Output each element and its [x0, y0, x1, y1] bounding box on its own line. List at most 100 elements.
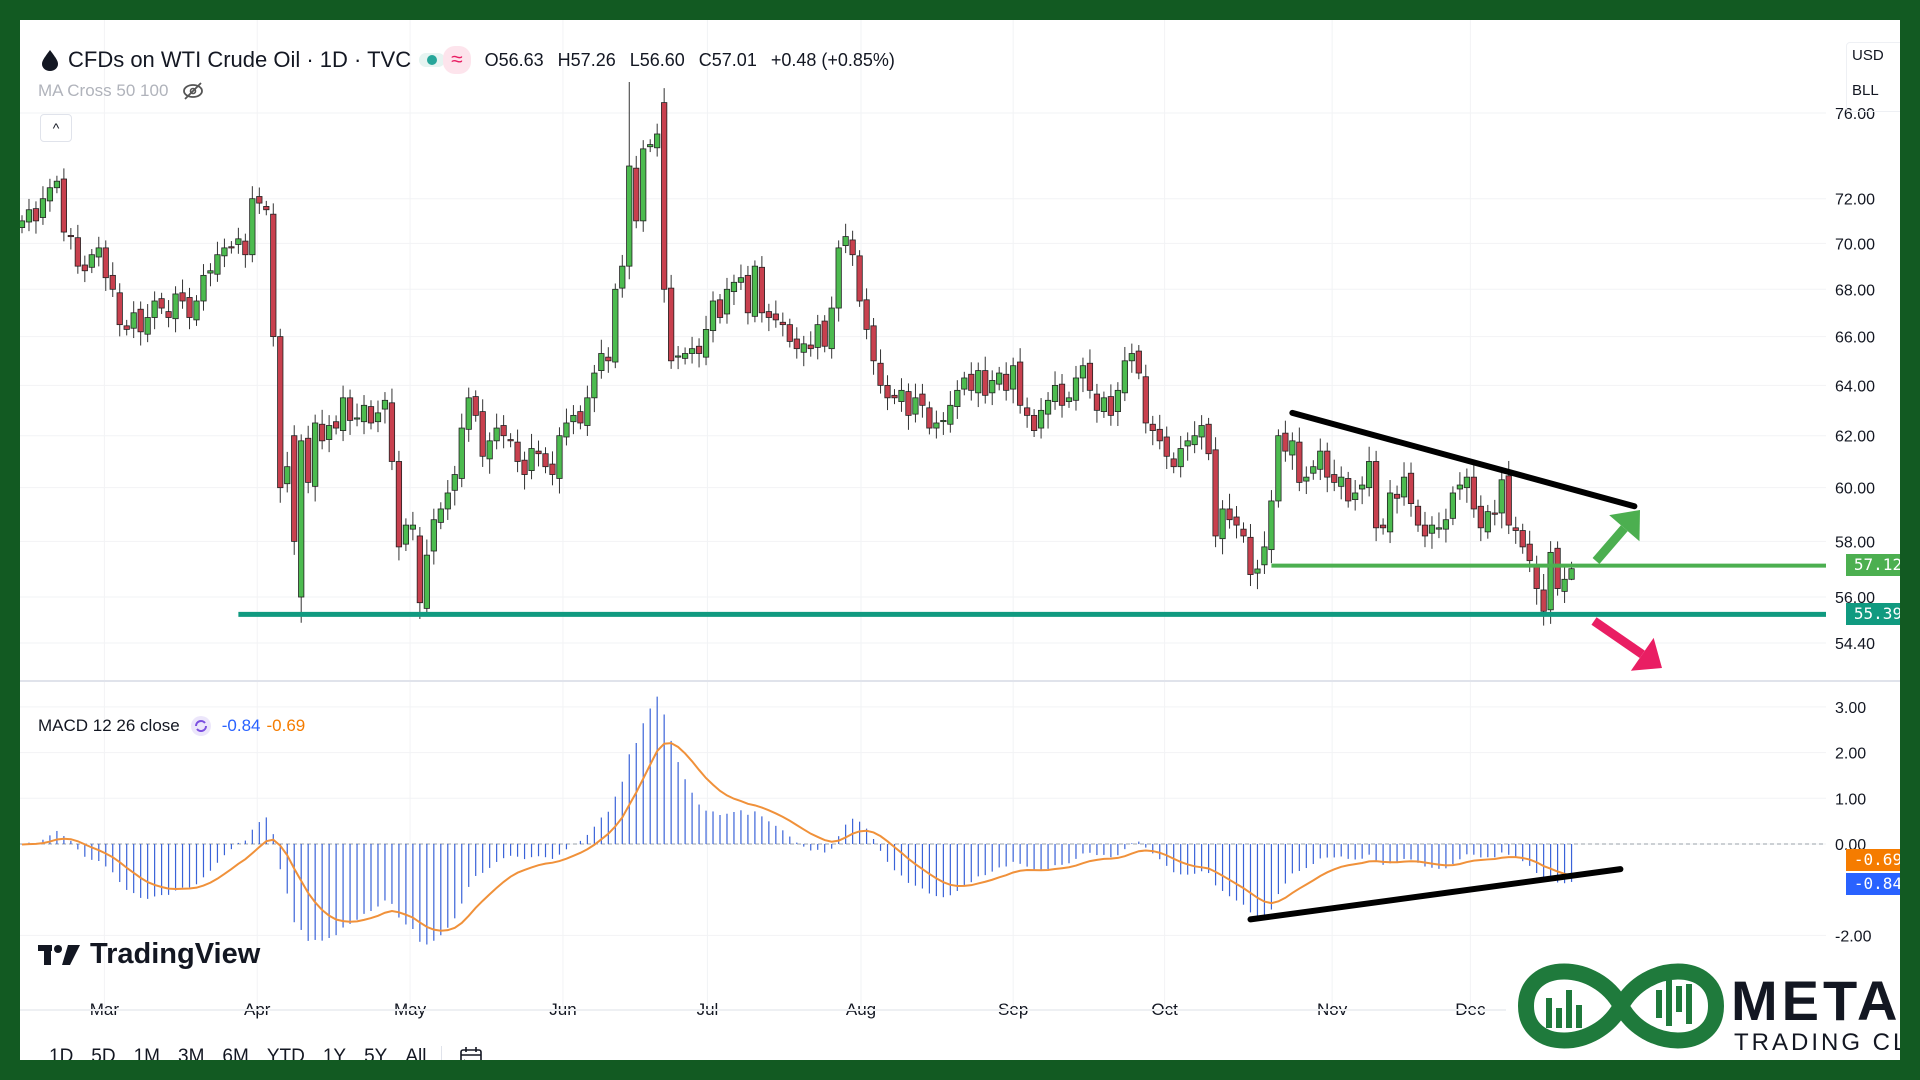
candle-up	[947, 404, 954, 425]
candle-down	[479, 411, 486, 457]
candle-up	[675, 355, 682, 358]
scale-settings	[1846, 42, 1900, 112]
ohlc-high: H57.26	[557, 49, 616, 70]
candle-up	[1449, 492, 1456, 519]
breakout-up-arrow-shaft	[1592, 525, 1628, 564]
candle-down	[542, 453, 549, 468]
tradingview-logo-icon	[38, 944, 80, 965]
candle-down	[605, 356, 612, 362]
macd-value: -0.84	[221, 716, 261, 735]
candle-down	[1205, 423, 1212, 455]
infinity-bars-logo-icon: META TRADING CLUB	[1517, 963, 1900, 1056]
timeframe-bar: 1D 5D 1M 3M 6M YTD 1Y 5Y All	[40, 1046, 493, 1060]
refresh-icon[interactable]	[190, 715, 212, 737]
candle-up	[1044, 399, 1052, 415]
symbol-title[interactable]: CFDs on WTI Crude Oil · 1D · TVC	[68, 47, 412, 72]
candle-up	[409, 524, 416, 530]
candle-up	[912, 397, 919, 415]
candle-up	[751, 265, 759, 317]
candle-up	[598, 353, 605, 371]
candle-down	[793, 338, 800, 350]
candle-down	[661, 102, 668, 290]
approx-icon[interactable]: ≈	[443, 46, 471, 74]
candle-down	[891, 394, 898, 399]
candle-down	[507, 439, 514, 442]
collapse-legend-button[interactable]: ^	[40, 114, 72, 142]
candle-up	[1121, 360, 1128, 394]
eye-off-icon[interactable]	[182, 82, 204, 100]
support-price-badge: 55.39	[1846, 603, 1900, 625]
candle-down	[319, 423, 326, 442]
candle-down	[242, 240, 249, 256]
candle-down	[919, 393, 926, 406]
signal-line	[21, 742, 1572, 932]
candle-up	[933, 422, 940, 429]
timeframe-1y[interactable]: 1Y	[322, 1046, 347, 1060]
unit-select[interactable]: BLL ⌄	[1852, 82, 1900, 100]
candle-down	[1407, 472, 1415, 505]
timeframe-5y[interactable]: 5Y	[364, 1046, 388, 1060]
timeframe-6m[interactable]: 6M	[222, 1046, 249, 1060]
currency-select[interactable]: USD ⌄	[1852, 47, 1900, 65]
candle-up	[95, 247, 102, 258]
brand-subtitle: TRADING CLUB	[1734, 1029, 1900, 1056]
candle-up	[723, 288, 731, 315]
candle-down	[32, 208, 40, 222]
candle-up	[381, 399, 389, 410]
candle-up	[339, 397, 347, 431]
timeframe-1m[interactable]: 1M	[133, 1046, 160, 1060]
price-axis-label: 76.00	[1835, 106, 1875, 123]
candle-down	[695, 345, 703, 354]
indicator-legend[interactable]: MA Cross 50 100	[38, 81, 204, 101]
candle-down	[165, 311, 172, 318]
candle-up	[486, 440, 493, 460]
macd-legend[interactable]: MACD 12 26 close -0.84 -0.69	[38, 715, 305, 737]
chart-canvas[interactable]: 76.00 72.00 70.00 68.00 66.00 64.00 62.00 60.00…	[20, 20, 1900, 1060]
candle-up	[1079, 365, 1087, 379]
calendar-icon	[460, 1047, 483, 1060]
candle-up	[39, 198, 47, 218]
candle-up	[654, 133, 661, 149]
candle-down	[1373, 461, 1380, 529]
candle-up	[1268, 500, 1275, 551]
candle-down	[1519, 530, 1526, 548]
candle-up	[835, 247, 842, 309]
candle-up	[200, 274, 207, 302]
candle-up	[584, 397, 591, 426]
timeframe-1d[interactable]: 1D	[49, 1046, 74, 1060]
candle-up	[800, 343, 807, 353]
candle-down	[765, 311, 772, 318]
candle-up	[444, 492, 451, 510]
candle-up	[20, 220, 26, 228]
candle-down	[821, 320, 828, 347]
timeframe-all[interactable]: All	[405, 1046, 427, 1060]
candle-up	[402, 524, 410, 545]
candle-down	[968, 373, 975, 391]
candle-up	[1352, 492, 1359, 501]
candle-down	[1345, 478, 1352, 502]
candle-down	[1393, 493, 1401, 499]
candle-up	[249, 198, 256, 256]
timeframe-5d[interactable]: 5D	[91, 1046, 116, 1060]
candle-down	[1156, 428, 1163, 442]
candle-up	[172, 293, 179, 320]
candle-down	[1533, 564, 1540, 589]
market-open-dot-icon	[427, 55, 438, 65]
candle-up	[1275, 435, 1282, 502]
timeframe-ytd[interactable]: YTD	[266, 1046, 305, 1060]
candle-up	[235, 238, 242, 245]
tradingview-watermark[interactable]: TradingView	[38, 938, 260, 971]
candle-up	[1261, 546, 1268, 566]
candle-up	[1114, 389, 1121, 413]
go-to-date-button[interactable]	[441, 1046, 493, 1060]
market-status-badge[interactable]	[419, 53, 446, 67]
candle-up	[626, 165, 633, 267]
candle-up	[88, 254, 95, 268]
timeframe-3m[interactable]: 3M	[178, 1046, 205, 1060]
macd-axis-label: 1.00	[1835, 791, 1866, 808]
candle-up	[430, 519, 437, 552]
candle-down	[577, 411, 584, 424]
candle-up	[570, 414, 577, 423]
breakdown-arrow-shaft	[1591, 617, 1645, 659]
candle-down	[1380, 524, 1387, 529]
